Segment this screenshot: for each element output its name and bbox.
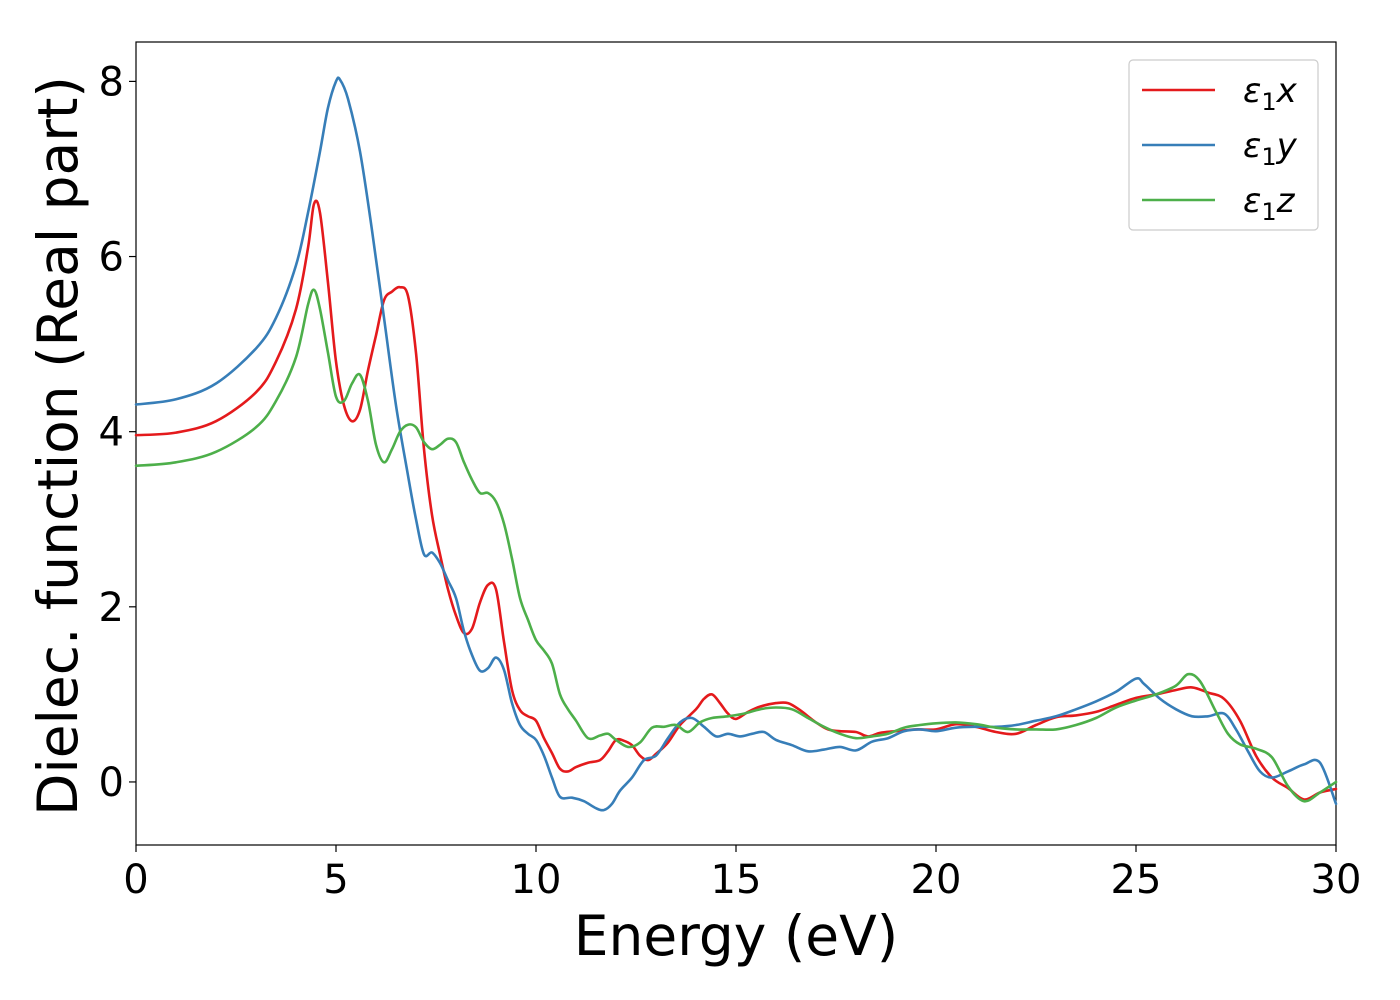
x-tick-label: 25 — [1111, 857, 1162, 903]
y-tick-label: 8 — [99, 59, 124, 105]
x-axis-ticks: 0 5 10 15 20 25 30 — [123, 845, 1361, 903]
legend: ε1x ε1y ε1z — [1128, 59, 1319, 231]
series-line-e1y — [134, 76, 1338, 812]
x-tick-label: 5 — [323, 857, 348, 903]
x-tick-label: 20 — [911, 857, 962, 903]
x-axis-title: Energy (eV) — [574, 904, 898, 968]
legend-label: ε1z — [1243, 181, 1296, 226]
y-tick-label: 2 — [99, 585, 124, 631]
y-tick-label: 0 — [99, 760, 124, 806]
legend-entry-e1x: ε1x — [1142, 71, 1298, 116]
y-tick-label: 6 — [99, 235, 124, 281]
legend-entry-e1z: ε1z — [1142, 181, 1296, 226]
x-tick-label: 0 — [123, 857, 148, 903]
x-tick-label: 15 — [711, 857, 762, 903]
x-tick-label: 10 — [511, 857, 562, 903]
legend-entries: ε1x ε1y ε1z — [1142, 71, 1298, 226]
series-lines — [134, 76, 1338, 812]
legend-entry-e1y: ε1y — [1142, 126, 1298, 171]
legend-frame — [1128, 59, 1319, 231]
legend-label: ε1x — [1243, 71, 1298, 116]
y-axis-ticks: 0 2 4 6 8 — [99, 59, 136, 806]
x-tick-label: 30 — [1311, 857, 1362, 903]
y-tick-label: 4 — [99, 410, 124, 456]
series-line-e1z — [134, 288, 1338, 803]
y-axis-title: Dielec. function (Real part) — [26, 76, 90, 816]
legend-label: ε1y — [1243, 126, 1298, 171]
